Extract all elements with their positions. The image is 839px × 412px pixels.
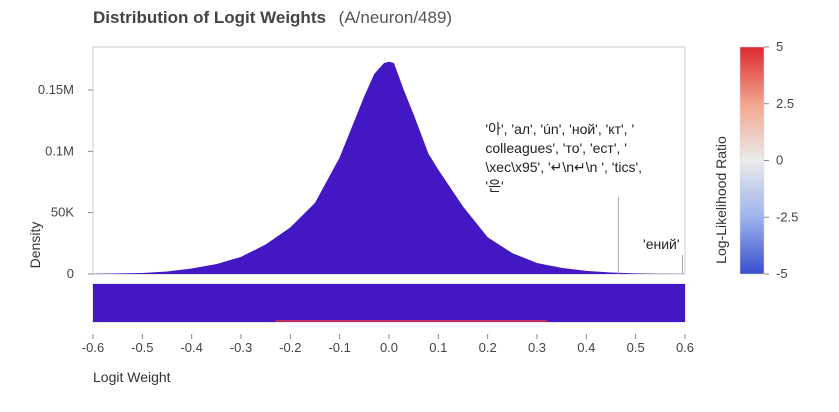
x-tick-label: 0.3 [528,340,546,355]
annotation-text: \xec\x95', '↵\n↵\n ', 'tics', [485,159,642,175]
annotations: '아', 'ал', 'ún', 'ной', 'кт', ' colleague… [485,121,684,274]
annotation-text: colleagues', 'то', 'ест', ' [485,140,627,156]
colorbar-tick-label: -5 [776,266,788,281]
x-axis-ticks: -0.6 -0.5 -0.4 -0.3 -0.2 -0.1 0.0 0.1 0.2 0.3 0.4 0… [82,334,694,355]
y-tick-label: 0 [67,266,74,281]
annotation-text: '은' [485,178,503,194]
x-tick-label: -0.1 [328,340,350,355]
annotation-text: '아', 'ал', 'ún', 'ной', 'кт', ' [485,121,634,137]
y-tick-label: 0.15M [38,82,74,97]
x-tick-label: -0.5 [131,340,153,355]
x-tick-label: -0.2 [279,340,301,355]
y-axis-label: Density [27,222,43,269]
x-tick-label: -0.3 [230,340,252,355]
chart-subtitle: (A/neuron/489) [338,8,453,27]
strip-fill [93,284,685,322]
x-tick-label: -0.6 [82,340,104,355]
colorbar-tick-label: 5 [776,39,783,54]
y-tick-label: 50K [51,205,74,220]
y-tick-label: 0.1M [45,143,74,158]
annotation-text: 'ений' [643,236,680,252]
density-area [93,61,685,275]
colorbar [739,46,765,275]
x-tick-label: 0.5 [627,340,645,355]
x-axis-label: Logit Weight [93,369,171,385]
x-tick-label: 0.1 [429,340,447,355]
colorbar-tick-label: 0 [776,153,783,168]
colorbar-tick-label: 2.5 [776,96,794,111]
chart-title: Distribution of Logit Weights [93,8,326,27]
x-tick-label: 0.4 [577,340,595,355]
x-tick-label: -0.4 [180,340,202,355]
x-tick-label: 0.6 [676,340,694,355]
x-tick-label: 0.2 [479,340,497,355]
x-tick-label: 0.0 [380,340,398,355]
colorbar-tick-label: -2.5 [776,209,798,224]
chart-title-row: Distribution of Logit Weights (A/neuron/… [93,8,452,28]
colorbar-ticks: 5 2.5 0 -2.5 -5 [764,39,798,281]
colorbar-label: Log-Likelihood Ratio [713,136,729,264]
y-axis-ticks: 0 50K 0.1M 0.15M [38,82,93,281]
